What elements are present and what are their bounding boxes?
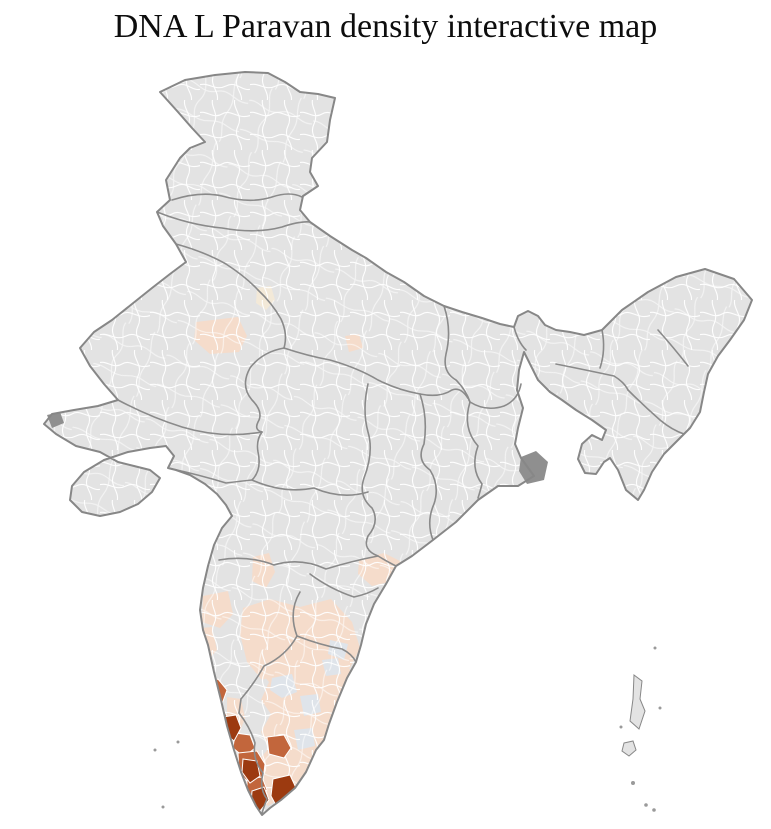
district-texture: [44, 72, 752, 815]
state-border-line: [171, 185, 319, 202]
island-dot: [644, 803, 648, 807]
island: [621, 740, 637, 757]
state-border-line: [283, 347, 471, 403]
state-border-line: [251, 479, 369, 496]
island-dot: [176, 740, 180, 744]
island-dot: [652, 808, 656, 812]
state-border-line: [156, 211, 311, 232]
state-border-line: [296, 635, 357, 663]
state-border-line: [257, 289, 287, 349]
state-border-line: [309, 573, 379, 598]
island: [629, 674, 646, 730]
island-dot: [153, 748, 157, 752]
island-dot: [161, 805, 165, 809]
country-outline: [43, 71, 753, 816]
district-dark[interactable]: [241, 758, 261, 784]
state-border-line: [555, 363, 629, 391]
island-dot: [619, 725, 623, 729]
state-border-line: [466, 401, 483, 499]
state-border-line: [240, 591, 301, 700]
district-medium[interactable]: [266, 734, 292, 759]
state-border-line: [513, 326, 527, 351]
state-border-line: [657, 329, 689, 367]
state-border-line: [599, 329, 605, 369]
state-border-line: [175, 243, 259, 291]
island-dot: [658, 706, 662, 710]
island-dot: [653, 646, 657, 650]
delta-patch: [519, 451, 548, 484]
state-border-line: [443, 305, 471, 403]
state-border-line: [419, 393, 438, 541]
state-border-line: [627, 389, 685, 435]
state-border-line: [238, 712, 268, 814]
map-title: DNA L Paravan density interactive map: [113, 8, 658, 45]
island-dot: [631, 781, 635, 785]
state-borders: [117, 185, 689, 814]
islands: [153, 646, 662, 812]
state-border-line: [218, 555, 379, 570]
country-outline-layer: [43, 71, 753, 816]
state-border-line: [238, 698, 242, 714]
state-border-line: [244, 347, 285, 433]
state-border-line: [117, 399, 263, 436]
